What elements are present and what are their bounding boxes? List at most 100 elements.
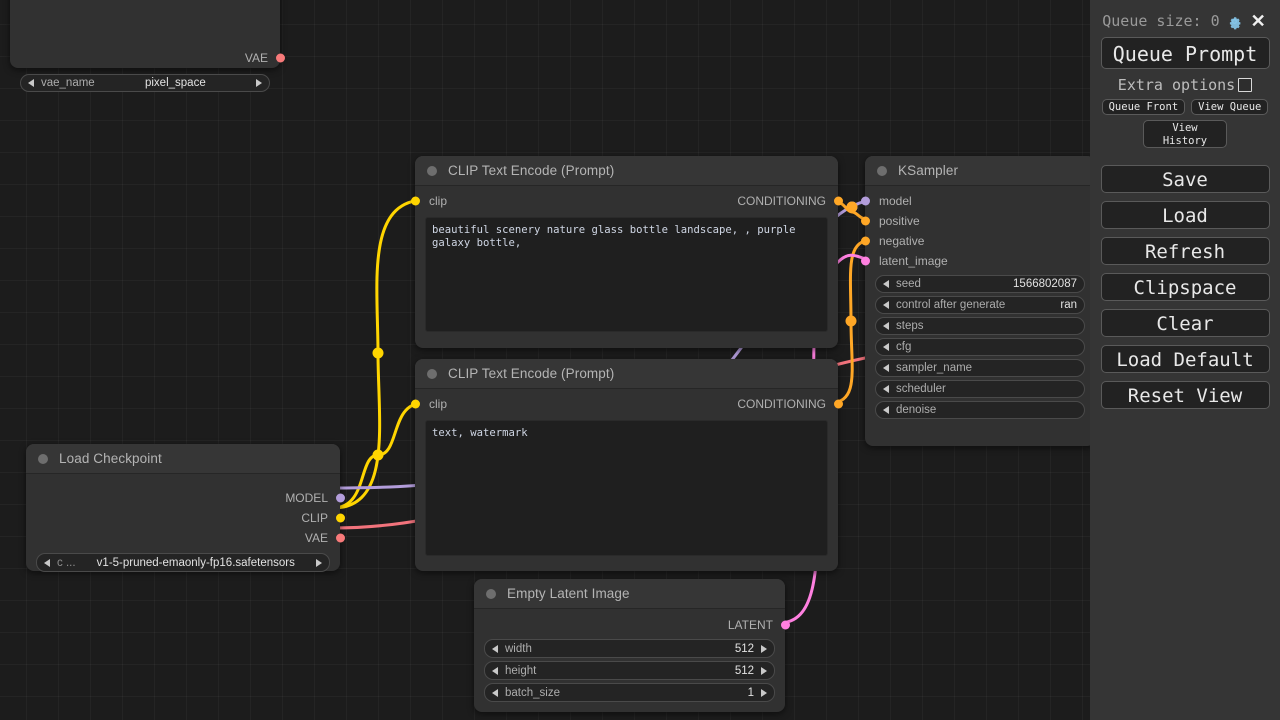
load-button[interactable]: Load — [1100, 201, 1270, 229]
widget-next-arrow-icon[interactable] — [255, 79, 262, 87]
widget-steps[interactable]: steps — [875, 317, 1085, 335]
output-dot-vae[interactable] — [335, 533, 345, 543]
widget-next-arrow-icon[interactable] — [761, 644, 767, 653]
widget-scheduler[interactable]: scheduler — [875, 380, 1085, 398]
input-label-clip: clip — [429, 194, 448, 208]
node-ksampler[interactable]: KSampler model positive negative latent — [860, 156, 1090, 446]
menu-button-list: Save Load Refresh Clipspace Clear Load D… — [1090, 165, 1280, 409]
node-header-load-checkpoint[interactable]: Load Checkpoint — [26, 444, 340, 474]
widget-next-arrow-icon[interactable] — [761, 688, 767, 697]
node-clip-text-encode-negative[interactable]: CLIP Text Encode (Prompt) clip CONDITION… — [410, 359, 843, 571]
node-collapse-dot-icon[interactable] — [427, 368, 437, 379]
widget-vae-name[interactable]: vae_name pixel_space — [20, 74, 270, 92]
widget-prev-arrow-icon[interactable] — [492, 644, 498, 653]
widget-ckpt-name[interactable]: c ... v1-5-pruned-emaonly-fp16.safetenso… — [36, 553, 330, 572]
input-slot-positive[interactable]: positive — [860, 211, 1090, 231]
output-dot-model[interactable] — [335, 493, 345, 503]
widget-prev-arrow-icon[interactable] — [883, 280, 889, 288]
widget-value-seed: 1566802087 — [1013, 278, 1077, 290]
node-header-clip-negative[interactable]: CLIP Text Encode (Prompt) — [415, 359, 838, 389]
input-dot-negative[interactable] — [860, 236, 870, 246]
output-dot-clip[interactable] — [335, 513, 345, 523]
widget-prev-arrow-icon[interactable] — [883, 364, 889, 372]
input-dot-clip[interactable] — [410, 399, 420, 409]
input-slot-latent-image[interactable]: latent_image — [860, 251, 1090, 271]
widget-next-arrow-icon[interactable] — [761, 666, 767, 675]
input-slot-negative[interactable]: negative — [860, 231, 1090, 251]
widget-cfg[interactable]: cfg — [875, 338, 1085, 356]
node-body-clip-negative: clip CONDITIONING text, watermark — [410, 394, 843, 556]
clear-button[interactable]: Clear — [1100, 309, 1270, 337]
widget-denoise[interactable]: denoise — [875, 401, 1085, 419]
gear-icon[interactable] — [1226, 13, 1243, 30]
widget-prev-arrow-icon[interactable] — [883, 385, 889, 393]
widget-prev-arrow-icon[interactable] — [492, 666, 498, 675]
clipspace-button[interactable]: Clipspace — [1100, 273, 1270, 301]
output-dot-conditioning[interactable] — [833, 399, 843, 409]
extra-options-checkbox[interactable] — [1238, 78, 1253, 92]
menu-header: Queue size: 0 ✕ — [1090, 0, 1280, 36]
widget-prev-arrow-icon[interactable] — [883, 322, 889, 330]
widget-batch-size[interactable]: batch_size 1 — [484, 683, 775, 702]
input-dot-positive[interactable] — [860, 216, 870, 226]
widget-next-arrow-icon[interactable] — [315, 558, 322, 567]
graph-canvas[interactable]: VAE vae_name pixel_space CLIP Text Encod… — [0, 0, 1090, 720]
widget-prev-arrow-icon[interactable] — [492, 688, 498, 697]
widget-label-steps: steps — [896, 320, 924, 332]
view-history-button[interactable]: View History — [1143, 120, 1227, 148]
widget-prev-arrow-icon[interactable] — [883, 343, 889, 351]
node-title-clip-positive: CLIP Text Encode (Prompt) — [448, 163, 615, 178]
widget-prev-arrow-icon[interactable] — [28, 79, 34, 87]
node-title-load-checkpoint: Load Checkpoint — [59, 451, 162, 466]
node-body-ksampler: model positive negative latent_image see… — [860, 186, 1090, 419]
close-icon[interactable]: ✕ — [1250, 11, 1266, 31]
input-label-negative: negative — [879, 234, 925, 248]
link-clip-positive — [332, 198, 426, 510]
widget-prev-arrow-icon[interactable] — [883, 301, 889, 309]
load-default-button[interactable]: Load Default — [1100, 345, 1270, 373]
node-clip-text-encode-positive[interactable]: CLIP Text Encode (Prompt) clip CONDITION… — [410, 156, 843, 348]
output-dot-latent[interactable] — [780, 620, 790, 630]
output-slot-latent[interactable]: LATENT — [474, 615, 790, 635]
input-slot-model[interactable]: model — [860, 191, 1090, 211]
node-collapse-dot-icon[interactable] — [486, 588, 496, 599]
output-slot-vae[interactable]: VAE — [26, 528, 345, 548]
queue-prompt-button[interactable]: Queue Prompt — [1100, 37, 1270, 69]
link-dot-model — [846, 201, 858, 213]
input-dot-latent-image[interactable] — [860, 256, 870, 266]
widget-sampler-name[interactable]: sampler_name — [875, 359, 1085, 377]
textarea-negative-prompt[interactable]: text, watermark — [425, 420, 828, 556]
node-collapse-dot-icon[interactable] — [38, 453, 48, 464]
node-empty-latent-image[interactable]: Empty Latent Image LATENT width 512 heig… — [474, 579, 790, 712]
output-slot-vae[interactable]: VAE — [10, 48, 285, 68]
widget-width[interactable]: width 512 — [484, 639, 775, 658]
output-slot-clip[interactable]: CLIP — [26, 508, 345, 528]
view-queue-button[interactable]: View Queue — [1191, 99, 1269, 115]
widget-label-height: height — [505, 664, 537, 677]
node-title-ksampler: KSampler — [898, 163, 959, 178]
node-header-clip-positive[interactable]: CLIP Text Encode (Prompt) — [415, 156, 838, 186]
widget-height[interactable]: height 512 — [484, 661, 775, 680]
input-dot-clip[interactable] — [410, 196, 420, 206]
output-dot-vae[interactable] — [275, 53, 285, 63]
output-dot-conditioning[interactable] — [833, 196, 843, 206]
node-header-empty-latent[interactable]: Empty Latent Image — [474, 579, 785, 609]
output-slot-model[interactable]: MODEL — [26, 488, 345, 508]
node-load-checkpoint[interactable]: Load Checkpoint MODEL CLIP VAE c ... — [26, 444, 345, 572]
input-dot-model[interactable] — [860, 196, 870, 206]
refresh-button[interactable]: Refresh — [1100, 237, 1270, 265]
extra-options-row[interactable]: Extra options — [1090, 76, 1280, 94]
reset-view-button[interactable]: Reset View — [1100, 381, 1270, 409]
node-header-ksampler[interactable]: KSampler — [865, 156, 1090, 186]
widget-prev-arrow-icon[interactable] — [44, 558, 50, 567]
node-vae-loader[interactable]: VAE vae_name pixel_space — [10, 0, 285, 92]
textarea-positive-prompt[interactable]: beautiful scenery nature glass bottle la… — [425, 217, 828, 332]
widget-control-after-generate[interactable]: control after generate ran — [875, 296, 1085, 314]
widget-prev-arrow-icon[interactable] — [883, 406, 889, 414]
queue-front-button[interactable]: Queue Front — [1101, 99, 1186, 115]
node-collapse-dot-icon[interactable] — [877, 165, 887, 176]
node-collapse-dot-icon[interactable] — [427, 165, 437, 176]
widget-seed[interactable]: seed 1566802087 — [875, 275, 1085, 293]
output-label-vae: VAE — [244, 51, 268, 65]
save-button[interactable]: Save — [1100, 165, 1270, 193]
